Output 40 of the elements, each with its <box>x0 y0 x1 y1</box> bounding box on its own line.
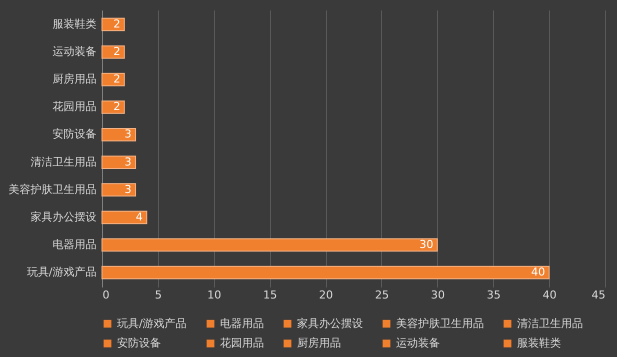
x-tick-label: 45 <box>592 288 606 302</box>
legend-label: 花园用品 <box>220 336 264 350</box>
x-tick-label: 30 <box>430 288 445 302</box>
y-tick-label: 运动装备 <box>52 45 96 58</box>
data-label: 2 <box>113 45 120 58</box>
legend-label: 家具办公摆设 <box>297 316 363 330</box>
data-label: 2 <box>113 100 120 114</box>
legend-label: 安防设备 <box>117 336 161 350</box>
y-tick-label: 家具办公摆设 <box>30 210 96 224</box>
data-label: 4 <box>136 210 143 224</box>
legend-label: 电器用品 <box>220 316 264 330</box>
x-tick-label: 10 <box>207 288 222 302</box>
x-tick-label: 15 <box>263 288 278 302</box>
data-label: 30 <box>419 238 434 251</box>
x-tick-label: 40 <box>542 288 557 302</box>
y-tick-label: 厨房用品 <box>52 72 96 86</box>
x-tick-label: 25 <box>374 288 389 302</box>
legend-label: 服装鞋类 <box>517 336 561 350</box>
legend-label: 清洁卫生用品 <box>517 316 583 330</box>
y-tick-label: 服装鞋类 <box>52 17 96 30</box>
legend-label: 运动装备 <box>396 336 440 350</box>
data-label: 2 <box>113 17 120 30</box>
legend-label: 美容护肤卫生用品 <box>396 316 484 330</box>
y-tick-label: 花园用品 <box>52 100 96 114</box>
x-tick-label: 0 <box>102 288 110 302</box>
y-tick-label: 玩具/游戏产品 <box>26 266 96 279</box>
x-tick-label: 20 <box>319 288 334 302</box>
data-label: 3 <box>124 182 132 196</box>
data-label: 40 <box>531 266 546 279</box>
y-tick-label: 安防设备 <box>52 128 96 141</box>
y-tick-label: 清洁卫生用品 <box>30 155 96 168</box>
data-label: 3 <box>124 128 132 141</box>
y-tick-label: 美容护肤卫生用品 <box>8 182 96 196</box>
y-tick-label: 电器用品 <box>52 238 96 251</box>
x-tick-label: 5 <box>154 288 162 302</box>
x-tick-label: 35 <box>486 288 501 302</box>
data-label: 3 <box>124 155 132 168</box>
legend-label: 玩具/游戏产品 <box>117 316 187 330</box>
data-label: 2 <box>113 72 120 86</box>
legend-label: 厨房用品 <box>297 336 341 350</box>
